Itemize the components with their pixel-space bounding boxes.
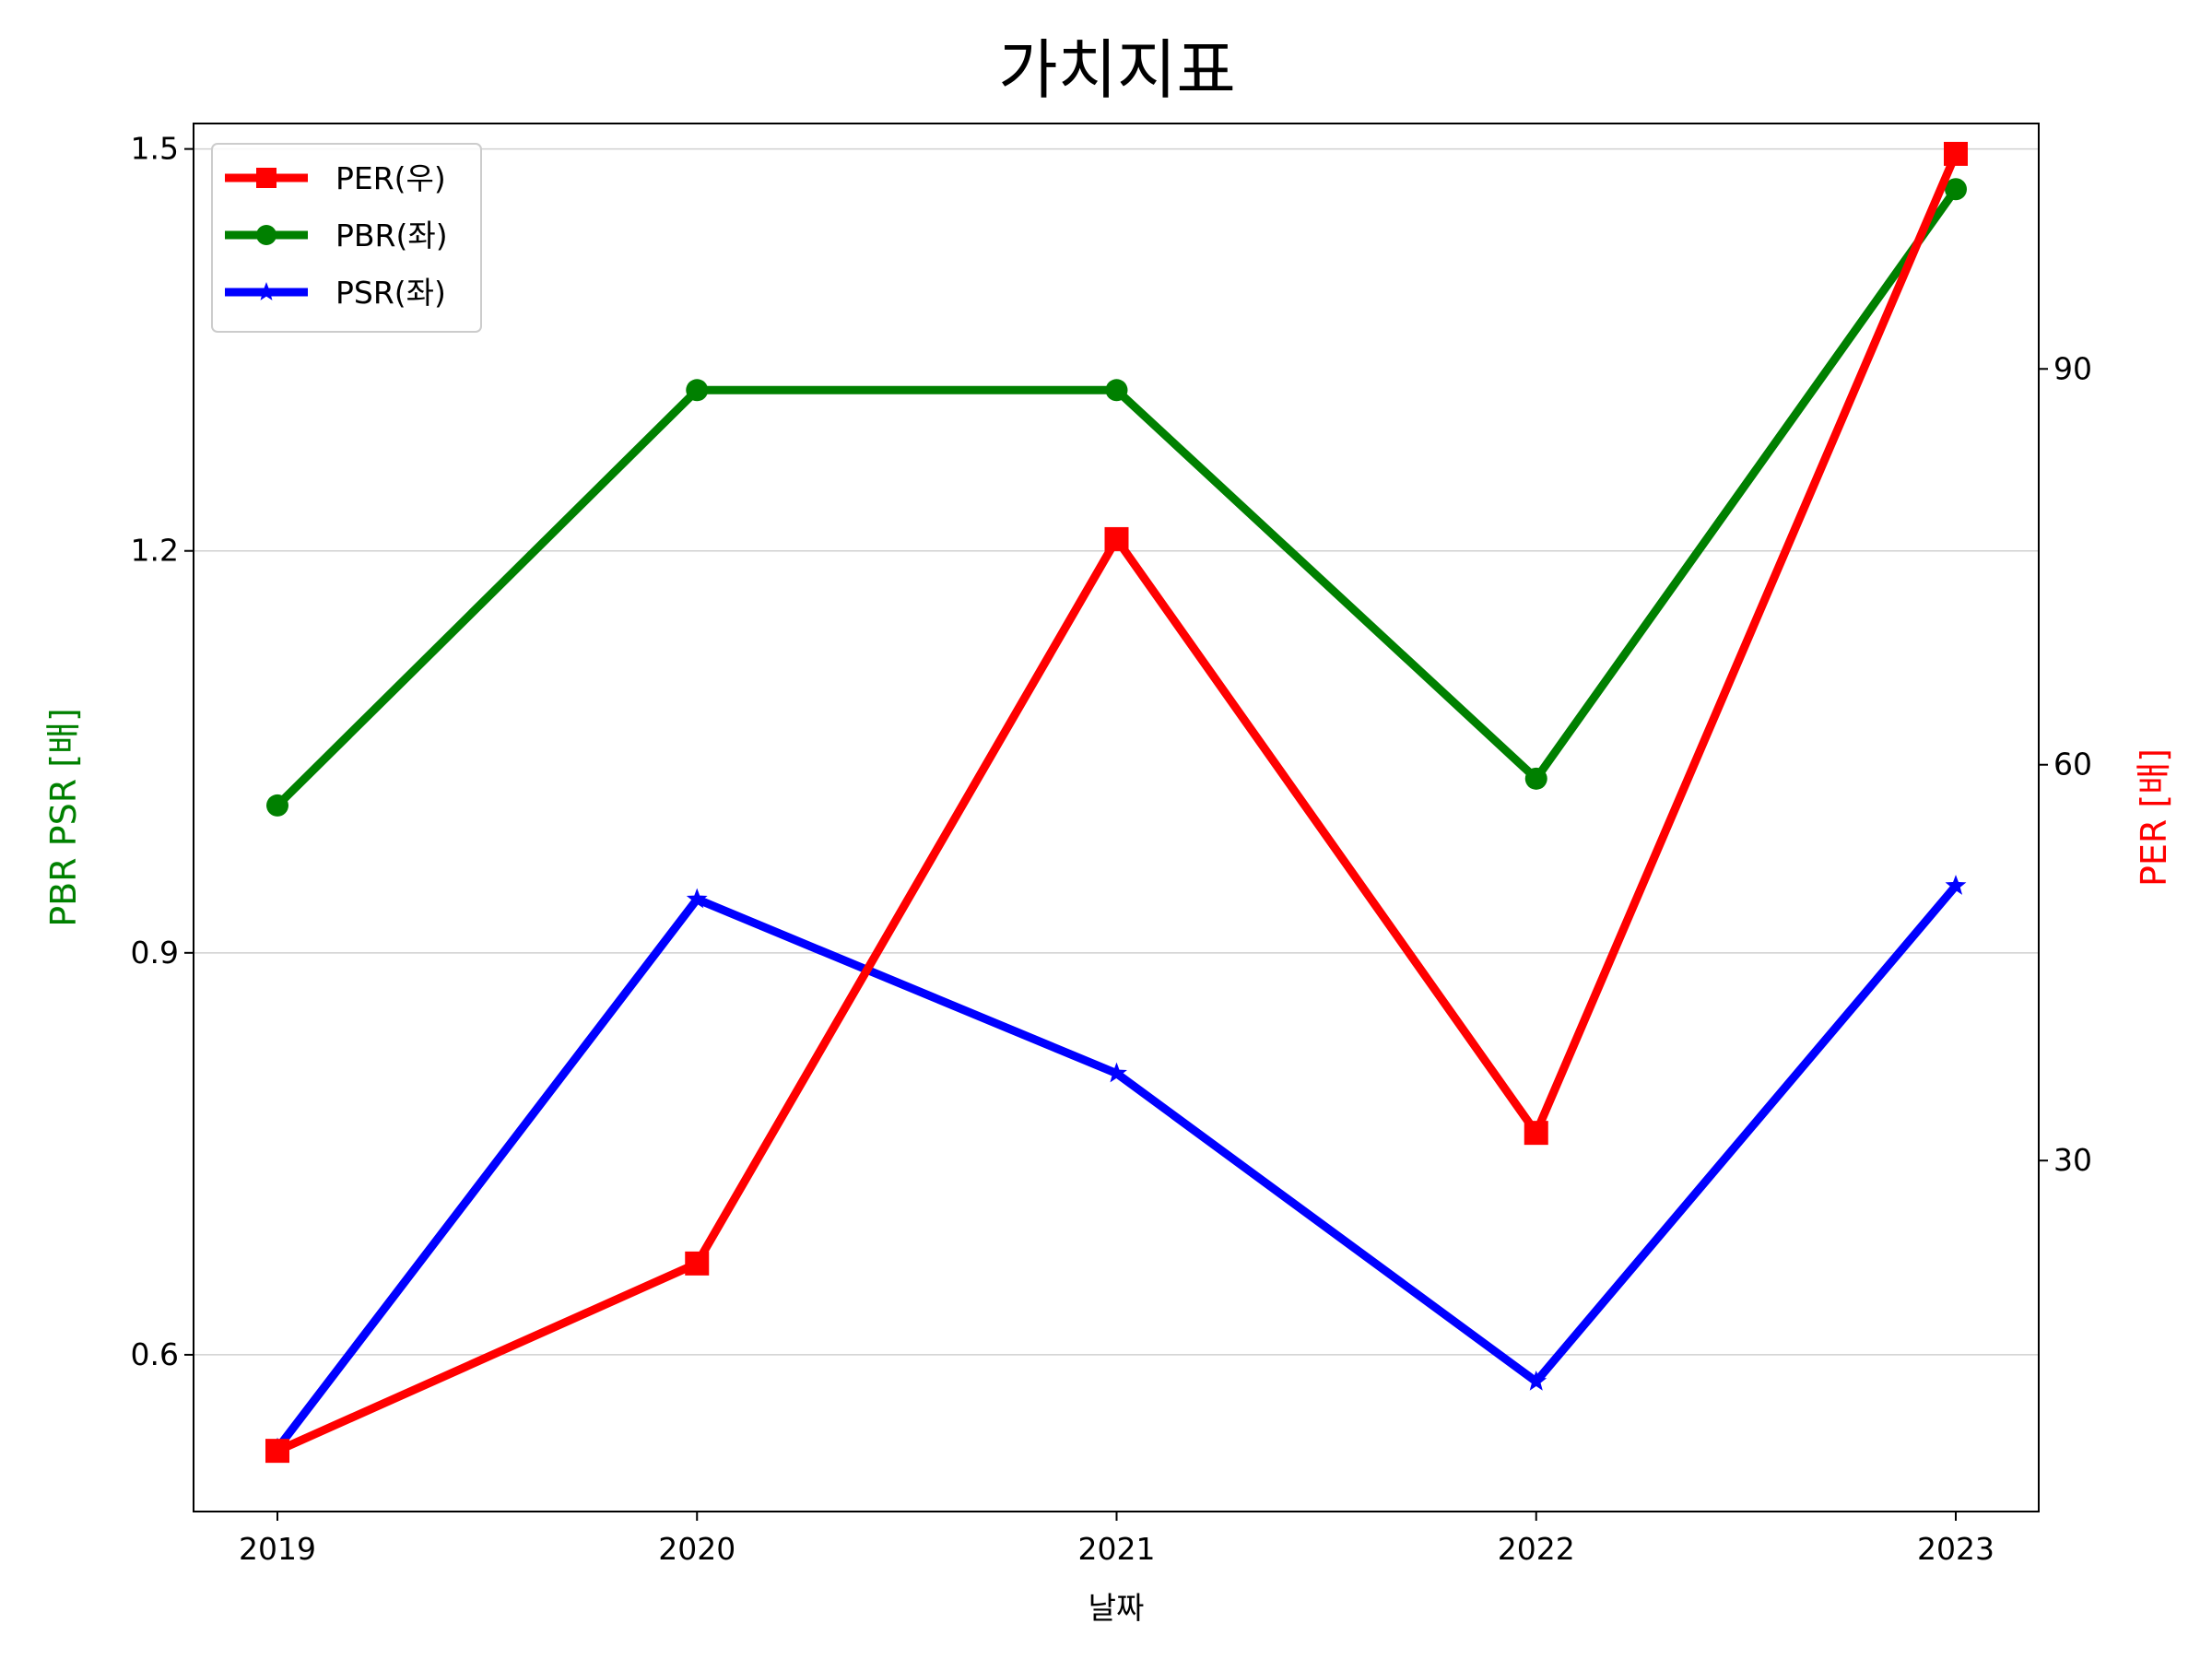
y-axis-right-label: PER [배] xyxy=(2134,748,2174,887)
y-axis-left-label: PBR PSR [배] xyxy=(43,708,84,927)
legend-label-per: PER(우) xyxy=(335,160,446,196)
data-point-pbr-2023 xyxy=(1945,178,1967,201)
data-point-per-2023 xyxy=(1944,141,1968,166)
x-tick-label-2020: 2020 xyxy=(658,1531,735,1567)
axes: 0.6 0.9 1.2 1.5 30 60 90 2019 2020 2021 2022 2023 xyxy=(131,131,2092,1567)
data-point-pbr-2019 xyxy=(266,794,288,817)
data-point-psr-2020 xyxy=(686,888,708,909)
data-point-pbr-2021 xyxy=(1105,379,1128,402)
x-tick-label-2023: 2023 xyxy=(1917,1531,1994,1567)
x-tick-label-2019: 2019 xyxy=(239,1531,316,1567)
y-left-tick-label-1.5: 1.5 xyxy=(131,131,179,167)
y-right-tick-label-60: 60 xyxy=(2053,747,2092,782)
y-left-tick-label-0.9: 0.9 xyxy=(131,935,179,971)
legend-marker-pbr xyxy=(256,225,276,245)
data-point-pbr-2022 xyxy=(1524,767,1547,790)
data-point-psr-2021 xyxy=(1106,1062,1127,1083)
x-tick-label-2021: 2021 xyxy=(1078,1531,1156,1567)
y-right-tick-label-30: 30 xyxy=(2053,1142,2092,1178)
y-right-tick-label-90: 90 xyxy=(2053,350,2092,386)
data-point-pbr-2020 xyxy=(686,379,709,402)
data-point-psr-2023 xyxy=(1945,875,1967,895)
legend-marker-per xyxy=(256,168,276,188)
chart-title: 가치지표 xyxy=(998,32,1236,108)
legend: PER(우) PBR(좌) PSR(좌) xyxy=(211,143,482,333)
data-point-psr-2022 xyxy=(1525,1370,1547,1391)
data-point-per-2020 xyxy=(685,1251,710,1276)
legend-box xyxy=(211,143,482,333)
legend-label-pbr: PBR(좌) xyxy=(335,218,448,253)
legend-label-psr: PSR(좌) xyxy=(335,275,446,311)
series-layer xyxy=(265,141,1968,1464)
data-point-per-2021 xyxy=(1104,526,1129,551)
data-point-per-2019 xyxy=(265,1439,289,1464)
data-point-per-2022 xyxy=(1524,1121,1548,1146)
legend-marker-psr xyxy=(256,282,276,300)
y-left-tick-label-1.2: 1.2 xyxy=(131,533,179,569)
x-tick-label-2022: 2022 xyxy=(1498,1531,1575,1567)
y-left-tick-label-0.6: 0.6 xyxy=(131,1336,179,1372)
x-axis-label: 날짜 xyxy=(1088,1590,1145,1626)
